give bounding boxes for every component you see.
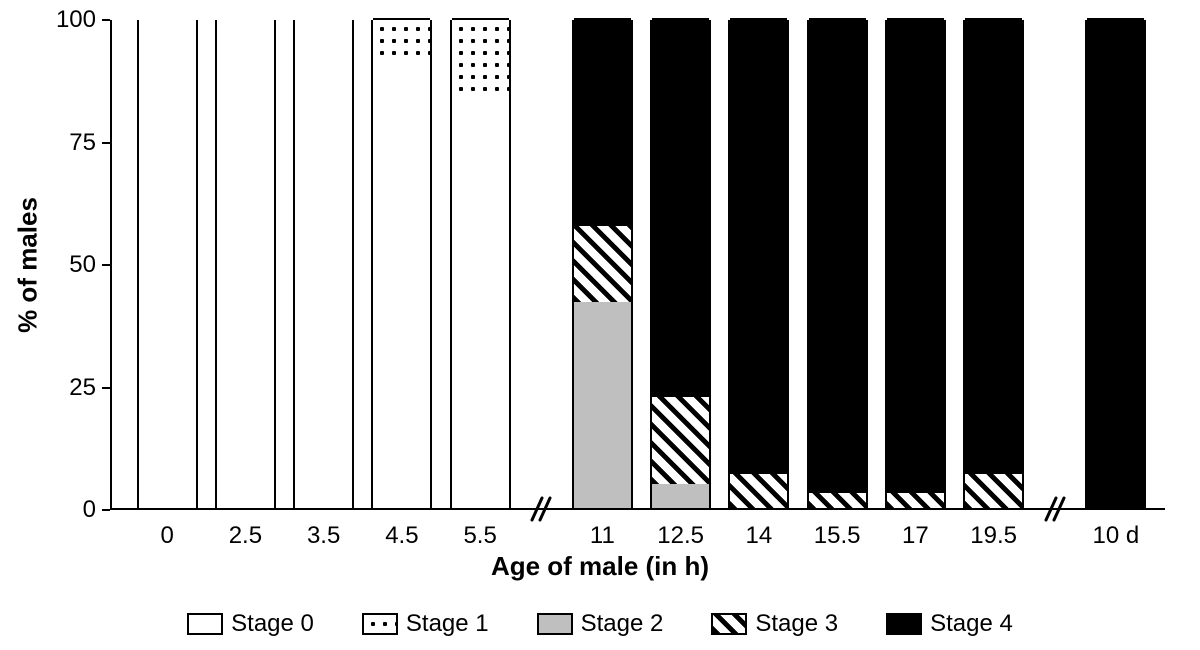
y-axis-title: % of males [13,197,44,333]
plot-area: 025507510002.53.54.55.5 1112.51415.51719… [110,20,1165,510]
y-tick-label: 0 [83,496,96,524]
y-tick-label: 50 [69,251,96,279]
bar-segment-stage2 [574,302,631,508]
x-tick-label: 3.5 [307,522,340,550]
y-tick-label: 75 [69,129,96,157]
bar-segment-stage3 [730,474,787,508]
figure: % of males Age of male (in h) 0255075100… [0,0,1200,650]
y-tick [102,387,110,389]
legend-swatch [711,613,747,635]
y-tick-label: 100 [56,6,96,34]
bar [807,20,868,510]
bar-segment-stage3 [809,493,866,508]
bar-segment-stage0 [139,18,196,508]
legend-item-stage3: Stage 3 [711,610,838,638]
legend-label: Stage 4 [930,610,1013,638]
bar [963,20,1024,510]
bar [371,20,432,510]
legend-swatch [537,613,573,635]
bar-segment-stage4 [887,18,944,493]
x-tick-label: 5.5 [463,522,496,550]
x-axis-title: Age of male (in h) [491,551,709,582]
legend-item-stage1: Stage 1 [362,610,489,638]
x-tick-label: 15.5 [814,522,861,550]
legend-swatch [362,613,398,635]
x-tick-label: 14 [746,522,773,550]
bar [728,20,789,510]
bar-segment-stage4 [652,18,709,395]
y-tick [102,264,110,266]
y-tick-label: 25 [69,374,96,402]
bar-segment-stage4 [574,18,631,224]
bar-segment-stage2 [652,484,709,509]
x-tick-label: 11 [590,522,615,550]
y-tick [102,19,110,21]
bar-segment-stage3 [887,493,944,508]
bar [885,20,946,510]
legend-item-stage2: Stage 2 [537,610,664,638]
y-tick [102,142,110,144]
bar [450,20,511,510]
legend: Stage 0 Stage 1 Stage 2 Stage 3 Stage 4 [0,610,1200,638]
bar [572,20,633,510]
bar-segment-stage4 [730,18,787,474]
x-tick-label: 2.5 [229,522,262,550]
bar [137,20,198,510]
bar-segment-stage4 [1087,18,1144,508]
legend-label: Stage 0 [231,610,314,638]
x-tick-label: 4.5 [385,522,418,550]
bar-segment-stage4 [809,18,866,493]
legend-swatch [886,613,922,635]
bar-segment-stage0 [217,18,274,508]
x-tick-label: 0 [160,522,173,550]
bar [293,20,354,510]
legend-label: Stage 3 [755,610,838,638]
legend-swatch [187,613,223,635]
bar-segment-stage3 [574,224,631,302]
bar-segment-stage1 [373,18,430,57]
x-tick-label: 17 [902,522,929,550]
bars-container [110,20,1165,510]
bar [1085,20,1146,510]
bar [215,20,276,510]
bar-segment-stage0 [295,18,352,508]
bar-segment-stage0 [452,92,509,509]
x-tick-label: 12.5 [657,522,704,550]
x-tick-label: 10 d [1093,522,1140,550]
bar-segment-stage3 [965,474,1022,508]
x-tick-label: 19.5 [970,522,1017,550]
bar-segment-stage1 [452,18,509,92]
bar-segment-stage4 [965,18,1022,474]
bar-segment-stage0 [373,57,430,508]
legend-item-stage0: Stage 0 [187,610,314,638]
legend-item-stage4: Stage 4 [886,610,1013,638]
y-tick [102,509,110,511]
legend-label: Stage 1 [406,610,489,638]
legend-label: Stage 2 [581,610,664,638]
bar-segment-stage3 [652,395,709,483]
bar [650,20,711,510]
